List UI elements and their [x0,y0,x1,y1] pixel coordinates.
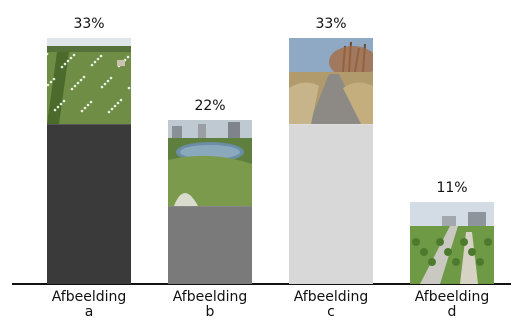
category-label-a: Afbeelding a [39,290,139,320]
category-label-word: Afbeelding [293,289,369,305]
bar-a [47,124,131,285]
pond-photo [168,120,252,207]
path-photo [289,38,373,125]
category-label-letter: b [205,304,215,320]
park-photo [410,202,494,284]
category-label-d: Afbeelding d [402,290,502,320]
value-label-c: 33% [315,16,347,33]
category-label-word: Afbeelding [51,289,127,305]
value-label-a: 33% [73,16,105,33]
bar-b [168,206,252,284]
category-label-word: Afbeelding [172,289,248,305]
bar-c [289,124,373,285]
value-label-b: 22% [194,98,226,115]
category-label-word: Afbeelding [414,289,490,305]
meadow-photo [47,38,131,125]
category-label-letter: a [84,304,94,320]
category-label-letter: d [447,304,457,320]
value-label-d: 11% [436,180,468,197]
category-label-letter: c [327,304,335,320]
category-label-b: Afbeelding b [160,290,260,320]
category-label-c: Afbeelding c [281,290,381,320]
